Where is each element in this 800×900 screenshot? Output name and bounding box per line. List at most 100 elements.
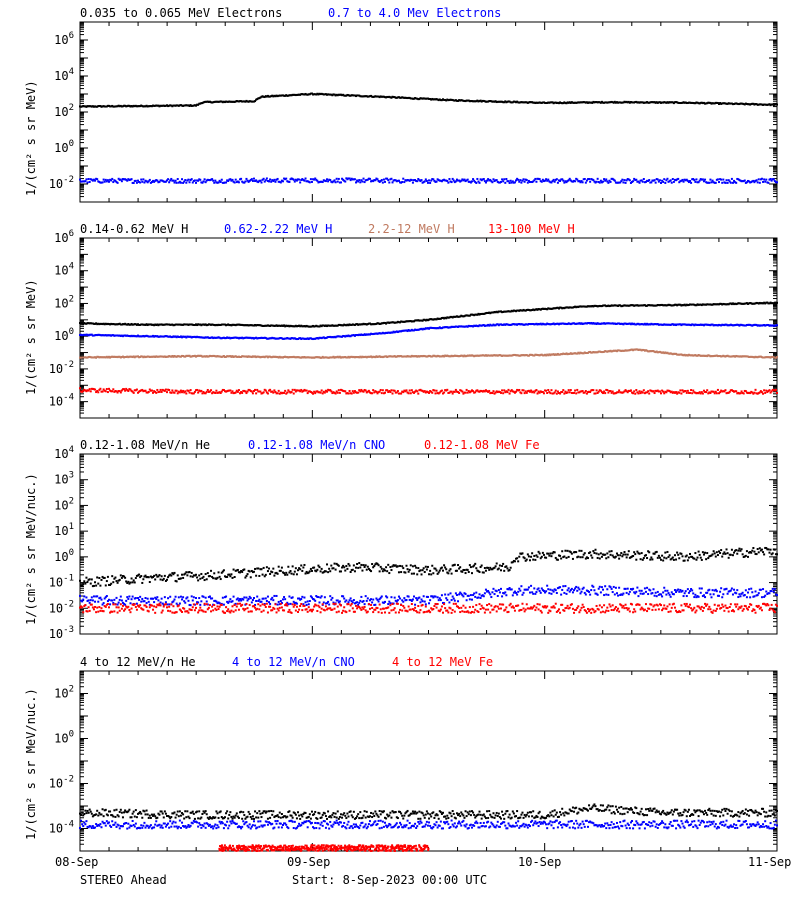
data-point [455,315,458,318]
data-point [244,355,247,358]
data-point [757,324,760,327]
data-point [764,103,767,106]
data-point [196,388,199,391]
data-point [406,391,409,394]
data-point [537,322,540,325]
data-point [163,323,166,326]
data-point [542,180,545,183]
data-point [436,178,439,181]
data-point [205,390,208,393]
data-point [454,354,457,357]
data-point [621,178,624,181]
data-point [452,355,455,358]
data-point [326,93,329,96]
data-point [452,99,455,102]
data-point [537,354,540,357]
data-point [743,389,746,392]
ytick-label: 106 [54,31,74,47]
data-point [344,335,347,338]
data-point [273,389,276,392]
data-point [110,390,113,393]
data-point [526,308,529,311]
data-point [639,101,642,104]
data-point [132,355,135,358]
data-point [472,325,475,328]
data-point [207,336,210,339]
data-point [178,577,181,580]
data-point [226,390,229,393]
data-point [469,181,472,184]
data-point [204,392,207,395]
data-point [359,323,362,326]
data-point [387,391,390,394]
data-point [249,100,252,103]
data-point [730,102,733,105]
data-point [336,335,339,338]
data-point [320,337,323,340]
data-point [80,105,83,108]
data-point [563,181,566,184]
data-point [492,311,495,314]
data-point [568,177,571,180]
data-point [265,177,268,180]
data-point [292,337,295,340]
data-point [116,334,119,337]
data-point [376,562,379,565]
data-point [301,356,304,359]
data-point [99,387,102,390]
data-point [669,352,672,355]
data-point [499,323,502,326]
data-point [229,323,232,326]
data-point [693,324,696,327]
data-point [363,355,366,358]
data-point [497,181,500,184]
data-point [380,95,383,98]
data-point [368,177,371,180]
data-point [513,309,516,312]
data-point [664,101,667,104]
data-point [360,333,363,336]
data-point [377,391,380,394]
data-point [86,356,89,359]
data-point [582,322,585,325]
data-point [481,178,484,181]
data-point [368,322,371,325]
data-point [651,390,654,393]
data-point [302,356,305,359]
data-point [112,322,115,325]
data-point [521,309,524,312]
data-point [615,304,618,307]
data-point [393,564,396,567]
data-point [107,387,110,390]
data-point [708,323,711,326]
data-point [268,567,271,570]
data-point [666,389,669,392]
data-point [239,392,242,395]
data-point [445,389,448,392]
data-point [774,388,777,391]
data-point [489,323,492,326]
data-point [519,309,522,312]
series-2-1 [79,301,778,328]
data-point [142,105,145,108]
data-point [188,354,191,357]
data-point [445,317,448,320]
data-point [186,574,189,577]
data-point [709,355,712,358]
data-point [328,336,331,339]
data-point [672,323,675,326]
data-point [339,388,342,391]
data-point [701,392,704,395]
data-point [158,574,161,577]
data-point [110,582,113,585]
data-point [149,335,152,338]
data-point [588,322,591,325]
data-point [492,323,495,326]
data-point [246,100,249,103]
data-point [692,178,695,181]
data-point [378,355,381,358]
data-point [718,392,721,395]
data-point [526,390,529,393]
data-point [579,181,582,184]
data-point [476,569,479,572]
